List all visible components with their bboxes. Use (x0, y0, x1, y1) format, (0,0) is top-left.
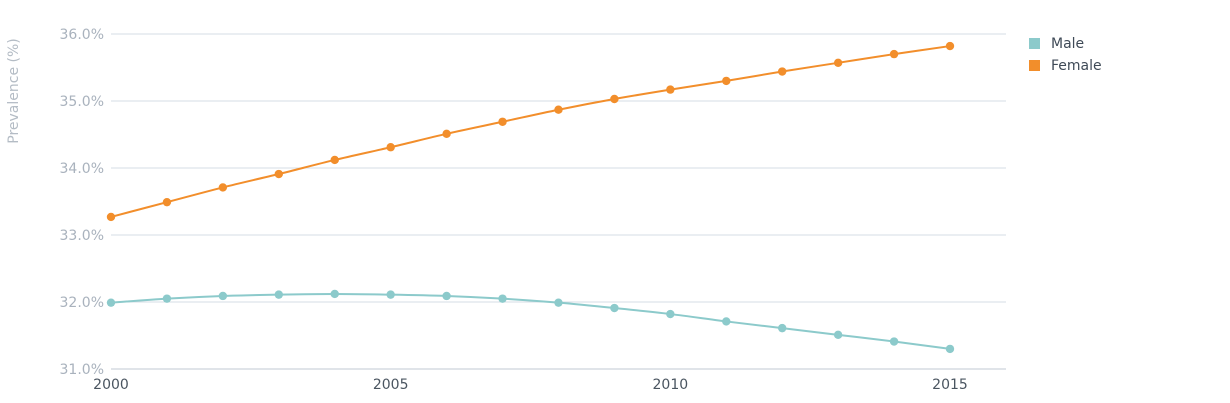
data-point-male[interactable] (889, 337, 899, 346)
series-line-male (110, 292, 951, 350)
y-tick-label: 31.0% (60, 362, 104, 378)
data-point-female[interactable] (945, 41, 955, 51)
data-point-female[interactable] (162, 197, 172, 207)
legend-label-male: Male (1051, 36, 1084, 52)
y-tick-label: 35.0% (60, 94, 104, 110)
x-tick-label: 2005 (373, 377, 409, 393)
series-layer (106, 41, 955, 354)
x-tick-label: 2015 (932, 377, 968, 393)
data-point-male[interactable] (610, 303, 619, 313)
data-point-female[interactable] (330, 155, 339, 165)
data-point-male[interactable] (106, 298, 116, 307)
data-point-male[interactable] (945, 344, 955, 354)
x-tick-label: 2000 (93, 377, 129, 393)
data-point-male[interactable] (722, 317, 731, 326)
data-point-female[interactable] (498, 117, 507, 126)
data-point-female[interactable] (722, 76, 731, 86)
data-point-female[interactable] (218, 183, 228, 192)
data-point-female[interactable] (833, 58, 843, 68)
y-axis-ticks: 31.0% 32.0% 33.0% 34.0% 35.0% 36.0% (60, 27, 104, 378)
data-point-male[interactable] (274, 290, 283, 299)
data-point-female[interactable] (778, 67, 787, 76)
data-point-male[interactable] (218, 291, 228, 301)
data-point-female[interactable] (554, 105, 563, 114)
series-line-female (110, 45, 951, 218)
data-point-male[interactable] (442, 291, 451, 301)
data-point-female[interactable] (106, 212, 116, 222)
data-point-male[interactable] (330, 289, 339, 299)
legend-swatch-male (1029, 38, 1040, 49)
legend: Male Female (1029, 36, 1102, 74)
data-point-male[interactable] (778, 323, 787, 333)
gridlines (111, 33, 1006, 370)
data-point-male[interactable] (162, 294, 172, 303)
data-point-male[interactable] (554, 298, 563, 307)
data-point-female[interactable] (274, 169, 283, 179)
data-point-male[interactable] (833, 330, 843, 340)
data-point-male[interactable] (386, 290, 395, 299)
x-tick-label: 2010 (653, 377, 689, 393)
data-point-male[interactable] (666, 309, 675, 319)
x-axis-ticks: 2000 2005 2010 2015 (93, 377, 968, 393)
data-point-female[interactable] (610, 94, 619, 104)
data-point-female[interactable] (666, 85, 675, 94)
data-point-male[interactable] (498, 294, 507, 303)
data-point-female[interactable] (442, 129, 451, 139)
y-tick-label: 33.0% (60, 228, 104, 244)
series-male (106, 289, 955, 354)
y-tick-label: 32.0% (60, 295, 104, 311)
legend-item-male[interactable]: Male (1029, 36, 1084, 52)
legend-item-female[interactable]: Female (1029, 58, 1102, 74)
legend-label-female: Female (1051, 58, 1102, 74)
legend-swatch-female (1029, 60, 1040, 71)
data-point-female[interactable] (386, 143, 395, 152)
series-female (106, 41, 955, 222)
y-tick-label: 36.0% (60, 27, 104, 43)
y-tick-label: 34.0% (60, 161, 104, 177)
y-axis-label: Prevalence (%) (6, 38, 22, 144)
data-point-female[interactable] (889, 49, 899, 59)
